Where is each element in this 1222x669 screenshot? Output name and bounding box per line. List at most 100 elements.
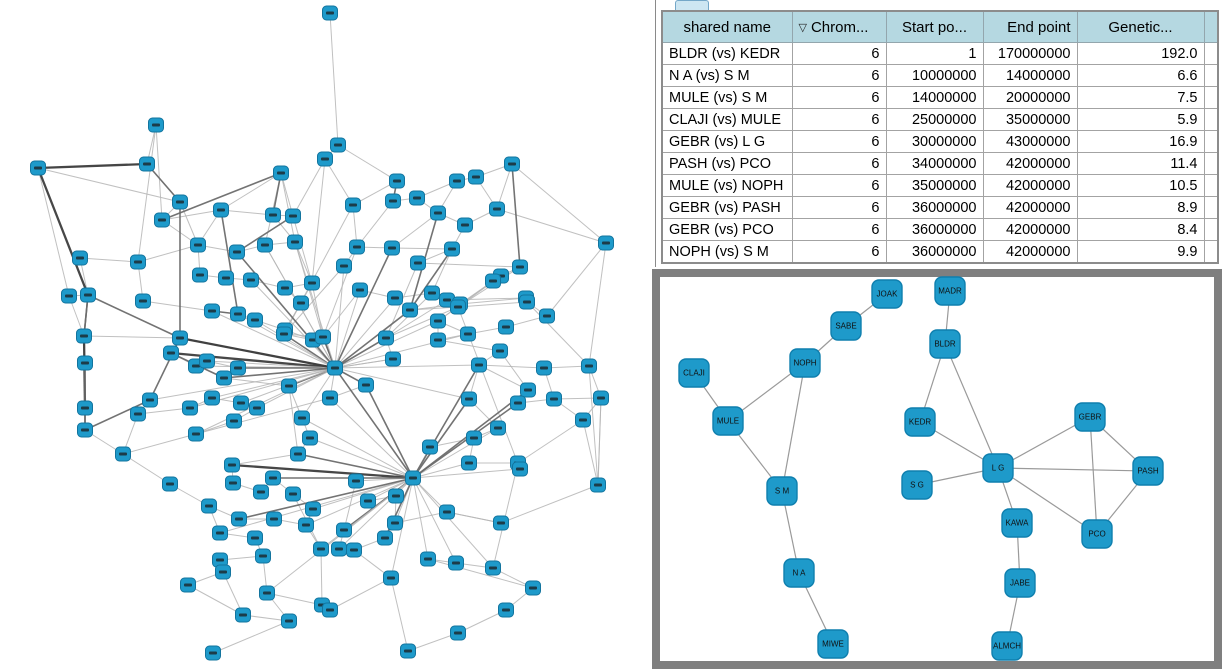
table-cell[interactable]: 6 [791,108,887,131]
graph-edge[interactable] [437,339,501,352]
graph-node[interactable] [230,306,246,322]
graph-node[interactable] [512,461,528,477]
table-row[interactable]: GEBR (vs) L G 6 30000000 43000000 16.9 [661,130,1218,153]
graph-node[interactable] [422,439,438,455]
table-row[interactable]: PASH (vs) PCO 6 34000000 42000000 11.4 [661,152,1218,175]
graph-node[interactable] [546,391,562,407]
graph-node-s-g[interactable]: S G [901,470,933,500]
graph-node[interactable] [448,555,464,571]
graph-edge[interactable] [301,417,414,479]
graph-edge[interactable] [195,367,336,435]
graph-edge[interactable] [417,262,521,268]
table-cell[interactable]: 6 [791,174,887,197]
graph-edge[interactable] [305,477,414,526]
graph-edge[interactable] [288,385,299,455]
graph-node-bldr[interactable]: BLDR [929,329,961,359]
graph-node[interactable] [285,486,301,502]
graph-edge[interactable] [37,167,70,297]
graph-edge[interactable] [492,462,519,569]
graph-node[interactable] [290,446,306,462]
graph-node[interactable] [204,303,220,319]
table-cell[interactable]: 42000000 [982,240,1078,264]
attribute-table[interactable]: shared name ▽ Chrom... Start po... End point… [661,10,1219,264]
graph-node[interactable] [388,488,404,504]
graph-node[interactable] [490,420,506,436]
graph-edge[interactable] [79,257,139,263]
graph-edge[interactable] [334,367,414,479]
table-row[interactable]: MULE (vs) S M 6 14000000 20000000 7.5 [661,86,1218,109]
graph-node[interactable] [233,395,249,411]
graph-node-joak[interactable]: JOAK [871,279,903,309]
graph-edge[interactable] [297,453,414,479]
table-row[interactable]: N A (vs) S M 6 10000000 14000000 6.6 [661,64,1218,87]
graph-node[interactable] [192,267,208,283]
table-cell[interactable]: 6 [791,64,887,87]
graph-node[interactable] [77,422,93,438]
graph-edge[interactable] [122,433,197,455]
graph-edge[interactable] [409,248,453,311]
graph-edge[interactable] [412,427,499,479]
table-row[interactable]: MULE (vs) NOPH 6 35000000 42000000 10.5 [661,174,1218,197]
graph-edge[interactable] [223,367,336,379]
table-cell[interactable]: 42000000 [982,152,1078,175]
graph-node[interactable] [224,457,240,473]
graph-node[interactable] [188,426,204,442]
graph-edge[interactable] [385,306,459,339]
graph-edge[interactable] [280,172,296,243]
table-cell[interactable] [1203,196,1218,219]
graph-edge[interactable] [236,251,336,369]
graph-edge[interactable] [137,407,191,415]
graph-edge[interactable] [427,558,534,589]
table-cell[interactable]: PASH (vs) PCO [661,152,793,175]
graph-node[interactable] [130,406,146,422]
table-cell[interactable]: 5.9 [1076,108,1205,131]
graph-node[interactable] [460,326,476,342]
graph-node[interactable] [281,613,297,629]
table-cell[interactable]: 14000000 [982,64,1078,87]
graph-node[interactable] [387,290,403,306]
graph-edge[interactable] [385,299,448,339]
graph-edge[interactable] [220,209,239,315]
table-row[interactable]: NOPH (vs) S M 6 36000000 42000000 9.9 [661,240,1218,264]
graph-node[interactable] [510,395,526,411]
graph-node[interactable] [135,293,151,309]
graph-node[interactable] [77,400,93,416]
graph-node[interactable] [230,360,246,376]
graph-edge[interactable] [412,402,519,479]
graph-edge[interactable] [412,477,457,564]
graph-node-miwe[interactable]: MIWE [817,629,849,659]
graph-node[interactable] [385,193,401,209]
graph-node[interactable] [590,477,606,493]
graph-node[interactable] [229,244,245,260]
graph-node[interactable] [430,313,446,329]
column-header-chrom-[interactable]: ▽ Chrom... [791,10,887,43]
graph-node[interactable] [30,160,46,176]
table-cell[interactable]: MULE (vs) S M [661,86,793,109]
graph-node[interactable] [405,470,421,486]
table-cell[interactable]: 7.5 [1076,86,1205,109]
table-cell[interactable]: CLAJI (vs) MULE [661,108,793,131]
graph-node[interactable] [213,202,229,218]
graph-edge[interactable] [334,333,469,369]
graph-edge[interactable] [391,212,439,249]
graph-node[interactable] [485,560,501,576]
graph-node[interactable] [331,541,347,557]
table-cell[interactable]: 9.9 [1076,240,1205,264]
graph-edge[interactable] [206,360,336,369]
graph-node[interactable] [346,542,362,558]
graph-edge[interactable] [334,247,393,369]
table-cell[interactable]: 42000000 [982,174,1078,197]
graph-node[interactable] [450,299,466,315]
graph-node[interactable] [313,541,329,557]
graph-node-gebr[interactable]: GEBR [1074,402,1106,432]
graph-edge[interactable] [211,367,336,399]
graph-edge[interactable] [334,309,411,369]
graph-node[interactable] [485,273,501,289]
graph-edge[interactable] [334,358,394,369]
graph-edge[interactable] [412,364,480,479]
graph-edge[interactable] [597,397,602,486]
graph-node[interactable] [247,530,263,546]
graph-edge[interactable] [238,477,414,520]
graph-node[interactable] [410,255,426,271]
graph-node[interactable] [72,250,88,266]
